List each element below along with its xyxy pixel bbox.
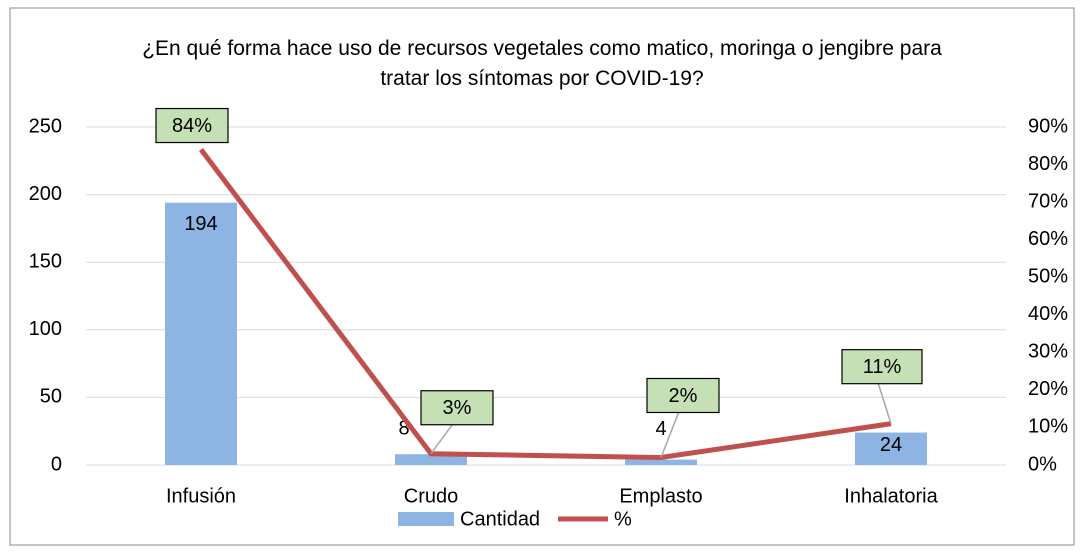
y2-tick-label: 40% [1028, 303, 1068, 325]
y2-tick-label: 60% [1028, 228, 1068, 250]
y2-tick-label: 80% [1028, 153, 1068, 175]
x-tick-label: Emplasto [619, 485, 702, 507]
x-tick-label: Inhalatoria [844, 485, 938, 507]
bar [855, 432, 927, 465]
data-label-box [646, 377, 720, 414]
legend-label: % [614, 508, 632, 530]
y2-tick-label: 30% [1028, 341, 1068, 363]
x-tick-label: Infusión [166, 485, 236, 507]
leader-line [660, 411, 680, 458]
y2-tick-label: 50% [1028, 266, 1068, 288]
y-tick-label: 0 [51, 453, 62, 475]
bar-value-label: 8 [398, 417, 409, 439]
line [199, 148, 892, 460]
line-value-label: 84% [172, 115, 212, 137]
data-label-box [155, 107, 229, 144]
bar [625, 459, 697, 465]
y2-tick-label: 0% [1028, 453, 1057, 475]
y-tick-label: 250 [29, 115, 62, 137]
y-tick-label: 100 [29, 318, 62, 340]
leader-line [877, 382, 892, 424]
bar [165, 202, 237, 465]
x-tick-label: Crudo [404, 485, 458, 507]
line-value-label: 11% [863, 356, 902, 378]
line-value-label: 3% [443, 397, 472, 419]
bar-value-label: 24 [880, 434, 902, 456]
bar [395, 454, 467, 465]
y2-tick-label: 10% [1028, 416, 1068, 438]
bar-value-label: 4 [655, 418, 666, 440]
y-tick-label: 50 [40, 386, 62, 408]
chart-title: ¿En qué forma hace uso de recursos veget… [142, 37, 942, 90]
data-label-box [841, 349, 923, 385]
legend-swatch [398, 512, 454, 526]
line-value-label: 2% [669, 385, 698, 407]
legend-label: Cantidad [460, 508, 540, 530]
y2-tick-label: 90% [1028, 115, 1068, 137]
y2-tick-label: 20% [1028, 378, 1068, 400]
y-tick-label: 200 [29, 183, 62, 205]
leader-line [430, 423, 454, 455]
bar-value-label: 194 [184, 213, 217, 235]
data-label-box [420, 390, 494, 426]
y2-tick-label: 70% [1028, 190, 1068, 212]
y-tick-label: 150 [29, 250, 62, 272]
